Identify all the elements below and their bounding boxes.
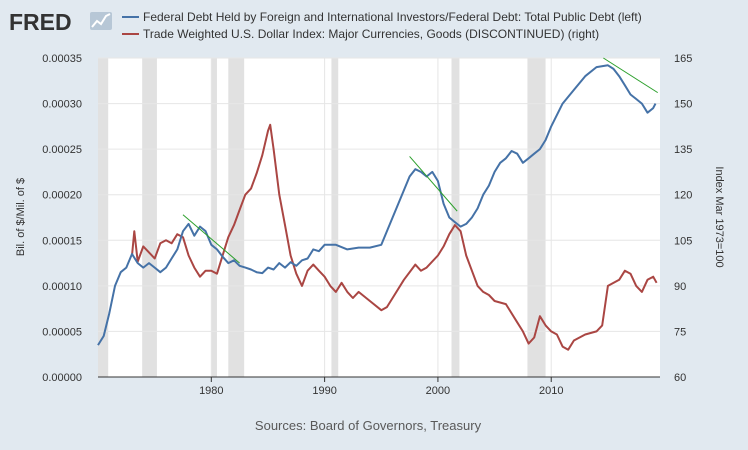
x-tick-label: 2000 (426, 385, 450, 397)
source-note: Sources: Board of Governors, Treasury (255, 418, 482, 433)
y-axis-left-title: Bil. of $/Mil. of $ (15, 178, 27, 256)
x-tick-label: 1990 (312, 385, 336, 397)
y-right-tick-label: 60 (674, 372, 686, 384)
trendline (182, 214, 240, 264)
recession-band (142, 58, 157, 377)
y-left-tick-label: 0.00010 (42, 281, 82, 293)
recession-band (451, 58, 460, 377)
y-gridlines (98, 57, 660, 332)
y-left-tick-label: 0.00015 (42, 235, 82, 247)
y-axis-right-title: Index Mar 1973=100 (713, 166, 725, 267)
y-right-tick-label: 135 (674, 144, 692, 156)
x-tick-label: 2010 (539, 385, 563, 397)
line-chart-icon (90, 12, 112, 30)
y-left-tick-label: 0.00025 (42, 144, 82, 156)
y-right-tick-label: 165 (674, 53, 692, 65)
y-left-tick-label: 0.00035 (42, 53, 82, 65)
y-left-tick-label: 0.00020 (42, 190, 82, 202)
y-right-tick-label: 75 (674, 326, 686, 338)
series-line-trade-weighted-dollar-index (131, 123, 658, 351)
y-left-tick-label: 0.00000 (42, 372, 82, 384)
y-axis-left-ticks: 0.00000 0.00005 0.00010 0.00015 0.00020 0.000… (42, 53, 82, 384)
y-right-tick-label: 105 (674, 235, 692, 247)
y-left-tick-label: 0.00030 (42, 99, 82, 111)
trendline (409, 156, 458, 212)
legend-label-left: Federal Debt Held by Foreign and Interna… (143, 10, 642, 24)
trendlines (182, 57, 659, 264)
recession-band (98, 58, 109, 377)
plot-area (98, 58, 660, 377)
fred-logo[interactable]: FRED (9, 9, 112, 35)
y-axis-right-ticks: 60 75 90 105 120 135 150 165 (674, 53, 692, 384)
trendline (603, 57, 659, 94)
recession-band (211, 58, 217, 377)
legend: Federal Debt Held by Foreign and Interna… (122, 10, 642, 41)
y-left-tick-label: 0.00005 (42, 326, 82, 338)
legend-label-right: Trade Weighted U.S. Dollar Index: Major … (143, 27, 599, 41)
series-line-foreign-held-debt-ratio (97, 64, 657, 346)
y-right-tick-label: 120 (674, 190, 692, 202)
recession-band (527, 58, 546, 377)
x-axis-ticks: 1980 1990 2000 2010 (199, 377, 563, 397)
y-right-tick-label: 90 (674, 281, 686, 293)
recession-band (331, 58, 339, 377)
x-gridlines (210, 58, 552, 377)
y-right-tick-label: 150 (674, 99, 692, 111)
x-tick-label: 1980 (199, 385, 223, 397)
logo-text: FRED (9, 9, 72, 35)
